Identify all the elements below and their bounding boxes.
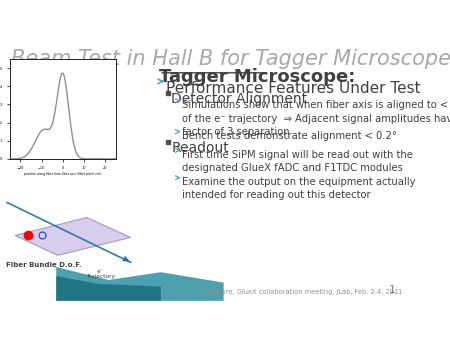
Text: Performance Features Under Test: Performance Features Under Test	[166, 81, 421, 96]
Text: Bench tests demonstrate alignment < 0.2°: Bench tests demonstrate alignment < 0.2°	[183, 131, 397, 141]
Text: Examine the output on the equipment actually
intended for reading out this detec: Examine the output on the equipment actu…	[183, 177, 416, 200]
Text: 1: 1	[389, 285, 396, 295]
Text: Detector Alignment: Detector Alignment	[171, 92, 307, 106]
Text: Fiber Bundle D.o.F.: Fiber Bundle D.o.F.	[6, 262, 81, 268]
Text: First time SiPM signal will be read out with the
designated GlueX fADC and F1TDC: First time SiPM signal will be read out …	[183, 150, 414, 173]
Text: e⁻
Trajectory: e⁻ Trajectory	[86, 268, 115, 279]
Polygon shape	[56, 267, 224, 301]
Text: Simulations show that when fiber axis is aligned to < 3°
of the e⁻ trajectory  ⇒: Simulations show that when fiber axis is…	[183, 100, 450, 137]
Polygon shape	[15, 218, 130, 256]
Polygon shape	[56, 276, 161, 301]
Text: J. McIntyre, GlueX collaboration meeting, JLab, Feb. 2-4, 2011: J. McIntyre, GlueX collaboration meeting…	[198, 289, 402, 295]
X-axis label: position along fiber from fiber axis (fiber pitch unit): position along fiber from fiber axis (fi…	[24, 172, 102, 176]
Text: Tagger Microscope:: Tagger Microscope:	[159, 68, 356, 86]
Text: Beam Test in Hall B for Tagger Microscope: Beam Test in Hall B for Tagger Microscop…	[11, 49, 450, 69]
Text: Readout: Readout	[171, 141, 229, 155]
